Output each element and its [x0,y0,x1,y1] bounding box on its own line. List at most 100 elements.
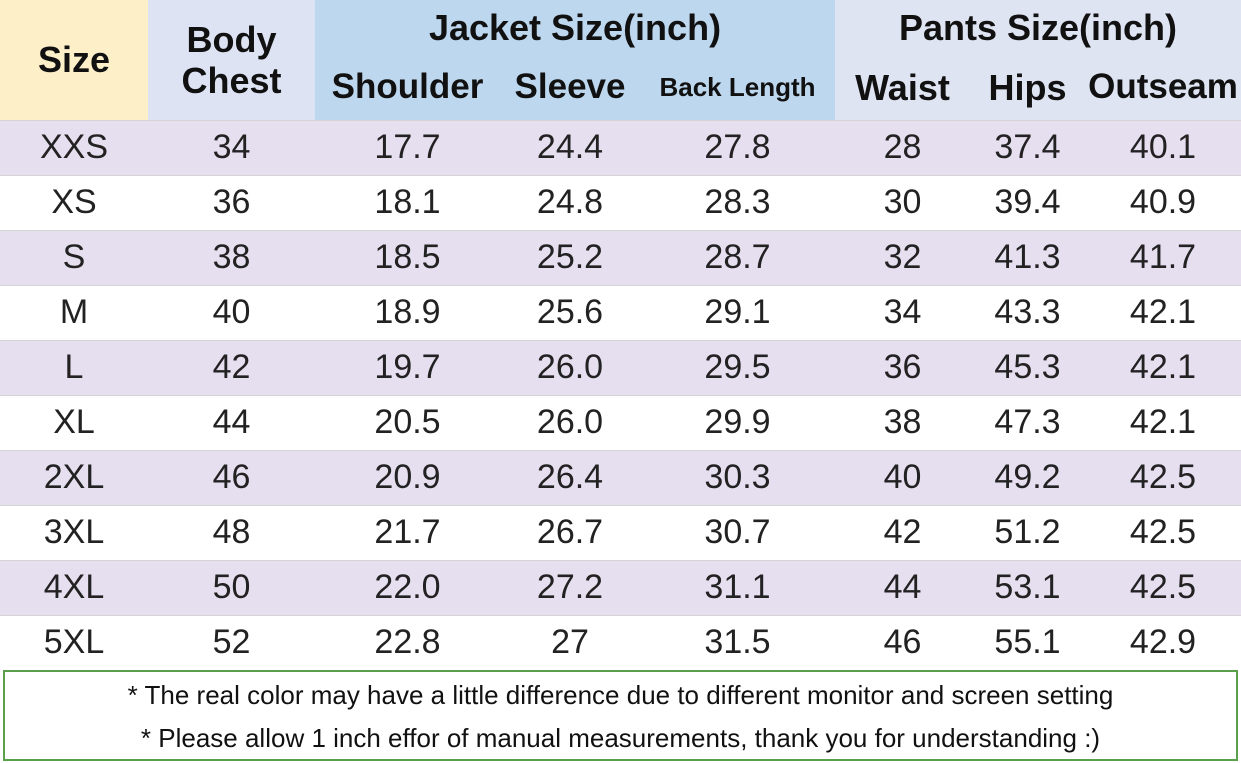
value-cell: 42.1 [1129,293,1197,331]
value-cell: 46 [883,623,922,661]
value-cell: 51.2 [994,513,1061,551]
row-bg [0,560,1241,615]
value-cell: 36 [212,183,251,221]
notes-box: * The real color may have a little diffe… [3,670,1238,761]
column-header: Outseam [1088,67,1238,107]
value-cell: 28 [883,128,922,166]
value-cell: 36 [883,348,922,386]
value-cell: 30.7 [704,513,771,551]
value-cell: 29.9 [704,403,771,441]
size-cell: 4XL [43,568,105,606]
value-cell: 20.5 [374,403,441,441]
header-bg [148,0,315,120]
value-cell: 42.9 [1129,623,1197,661]
value-cell: 25.6 [536,293,604,331]
value-cell: 42.5 [1129,568,1197,606]
column-header: Shoulder [331,67,484,107]
jacket-header: Jacket Size(inch) [428,6,722,48]
value-cell: 25.2 [536,238,604,276]
value-cell: 18.5 [374,238,441,276]
value-cell: 27.2 [536,568,604,606]
size-cell: XL [53,403,95,441]
value-cell: 30 [883,183,922,221]
value-cell: 34 [212,128,251,166]
value-cell: 18.9 [374,293,441,331]
value-cell: 42.5 [1129,513,1197,551]
value-cell: 53.1 [994,568,1061,606]
value-cell: 24.4 [536,128,604,166]
value-cell: 29.1 [704,293,771,331]
row-bg [0,340,1241,395]
value-cell: 24.8 [536,183,604,221]
size-cell: 3XL [43,513,105,551]
body-chest-header: Body Chest [181,18,287,101]
value-cell: 44 [883,568,922,606]
value-cell: 49.2 [994,458,1061,496]
column-header: Back Length [659,71,816,102]
size-cell: XS [51,183,97,221]
value-cell: 31.1 [704,568,771,606]
value-cell: 40.1 [1129,128,1197,166]
header-bg [315,0,835,120]
value-cell: 19.7 [374,348,441,386]
value-cell: 41.7 [1129,238,1197,276]
value-cell: 45.3 [994,348,1061,386]
value-cell: 38 [212,238,251,276]
row-bg [0,285,1241,340]
value-cell: 38 [883,403,922,441]
value-cell: 31.5 [704,623,771,661]
row-bg [0,230,1241,285]
value-cell: 41.3 [994,238,1061,276]
pants-header: Pants Size(inch) [898,6,1178,48]
value-cell: 22.8 [374,623,441,661]
value-cell: 17.7 [374,128,441,166]
value-cell: 40.9 [1129,183,1197,221]
value-cell: 26.7 [536,513,604,551]
value-cell: 44 [212,403,251,441]
column-header: Waist [855,66,950,108]
note: * The real color may have a little diffe… [127,680,1114,710]
row-bg [0,120,1241,175]
value-cell: 20.9 [374,458,441,496]
row-bg [0,505,1241,560]
value-cell: 46 [212,458,251,496]
column-header: Sleeve [514,67,626,107]
size-cell: 2XL [43,458,105,496]
value-cell: 55.1 [994,623,1061,661]
value-cell: 18.1 [374,183,441,221]
column-header: Hips [988,66,1067,108]
value-cell: 28.3 [704,183,771,221]
row-bg [0,450,1241,505]
value-cell: 42.1 [1129,348,1197,386]
size-cell: 5XL [43,623,105,661]
size-cell: L [64,348,84,386]
value-cell: 32 [883,238,922,276]
value-cell: 42.1 [1129,403,1197,441]
value-cell: 29.5 [704,348,771,386]
value-cell: 34 [883,293,922,331]
row-bg [0,615,1241,670]
value-cell: 43.3 [994,293,1061,331]
value-cell: 50 [212,568,251,606]
value-cell: 27.8 [704,128,771,166]
value-cell: 42 [212,348,251,386]
value-cell: 27 [551,623,589,661]
value-cell: 42 [883,513,922,551]
value-cell: 26.0 [536,348,604,386]
value-cell: 21.7 [374,513,441,551]
value-cell: 22.0 [374,568,441,606]
header-bg [835,0,1241,120]
value-cell: 42.5 [1129,458,1197,496]
value-cell: 30.3 [704,458,771,496]
size-header: Size [0,0,148,120]
value-cell: 26.4 [536,458,604,496]
value-cell: 47.3 [994,403,1061,441]
value-cell: 26.0 [536,403,604,441]
note: * Please allow 1 inch effor of manual me… [140,723,1101,753]
value-cell: 39.4 [994,183,1061,221]
size-cell: XXS [39,128,109,166]
value-cell: 40 [212,293,251,331]
value-cell: 37.4 [994,128,1061,166]
row-bg [0,395,1241,450]
